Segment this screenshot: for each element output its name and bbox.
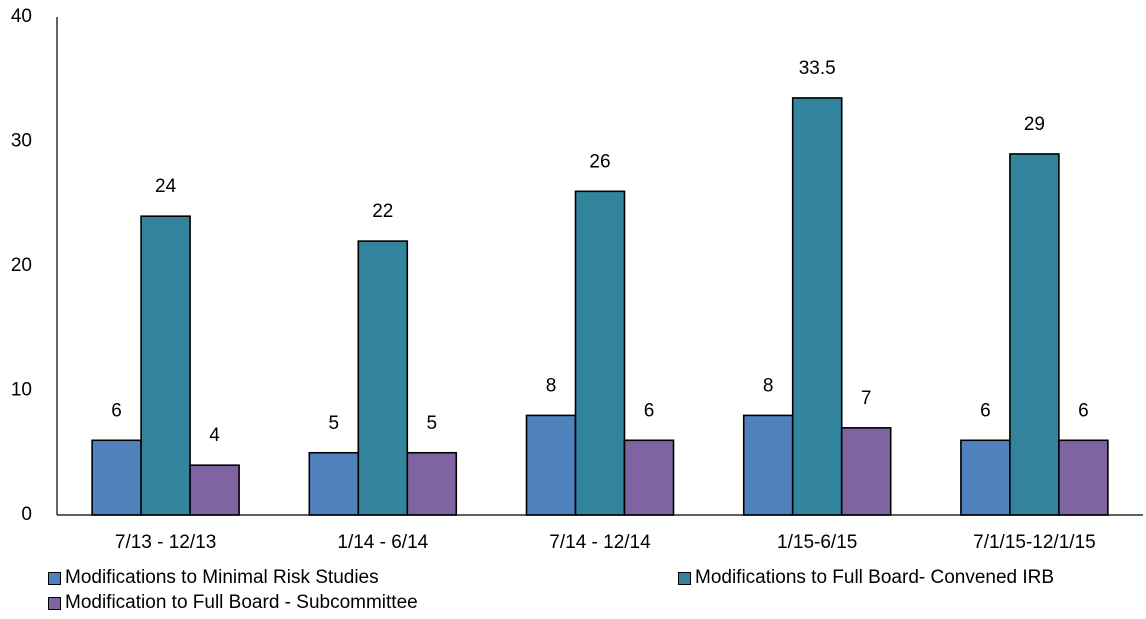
data-label-modification-to-full-board-subcommittee-7-13-12-13: 4 [209, 425, 220, 446]
data-label-modifications-to-minimal-risk-studies-1-15-6-15: 8 [763, 375, 774, 396]
data-labels-group: 6 24 4 5 22 5 8 26 6 8 33.5 7 6 29 6 [111, 58, 1088, 446]
data-label-modifications-to-full-board-convened-irb-7-1-15-12-1-15: 29 [1024, 114, 1045, 135]
data-label-modification-to-full-board-subcommittee-7-14-12-14: 6 [644, 400, 655, 421]
bar-modification-to-full-board-subcommittee-7-13-12-13 [189, 464, 240, 516]
bar-modifications-to-full-board-convened-irb-7-1-15-12-1-15 [1009, 153, 1060, 516]
legend: Modifications to Minimal Risk Studies Mo… [48, 567, 1138, 615]
data-label-modifications-to-minimal-risk-studies-7-13-12-13: 6 [111, 400, 122, 421]
x-tick-label-1-15-6-15: 1/15-6/15 [777, 532, 857, 553]
x-axis-tick-labels: 7/13 - 12/13 1/14 - 6/14 7/14 - 12/14 1/15-… [115, 532, 1096, 553]
bar-modification-to-full-board-subcommittee-1-15-6-15 [840, 427, 892, 516]
bar-modifications-to-minimal-risk-studies-7-1-15-12-1-15 [960, 439, 1011, 516]
bar-modification-to-full-board-subcommittee-1-14-6-14 [406, 451, 458, 516]
legend-swatch-convened-irb [678, 571, 691, 585]
bar-modifications-to-minimal-risk-studies-7-14-12-14 [525, 414, 577, 516]
data-label-modifications-to-minimal-risk-studies-1-14-6-14: 5 [329, 413, 340, 434]
legend-swatch-subcommittee [48, 596, 61, 610]
data-label-modifications-to-full-board-convened-irb-7-14-12-14: 26 [589, 151, 610, 172]
x-tick-label-7-14-12-14: 7/14 - 12/14 [549, 532, 651, 553]
bar-modifications-to-full-board-convened-irb-1-15-6-15 [791, 97, 843, 516]
data-label-modifications-to-full-board-convened-irb-1-14-6-14: 22 [372, 201, 393, 222]
y-tick-label-40: 40 [11, 6, 32, 27]
y-tick-label-20: 20 [11, 255, 32, 276]
x-tick-label-7-1-15-12-1-15: 7/1/15-12/1/15 [973, 532, 1096, 553]
bar-modifications-to-full-board-convened-irb-7-14-12-14 [574, 190, 626, 516]
legend-item-subcommittee: Modification to Full Board - Subcommitte… [48, 592, 418, 614]
legend-label-subcommittee: Modification to Full Board - Subcommitte… [65, 592, 418, 613]
bar-modifications-to-full-board-convened-irb-1-14-6-14 [357, 240, 409, 516]
bar-modifications-to-full-board-convened-irb-7-13-12-13 [140, 215, 191, 516]
bar-modifications-to-minimal-risk-studies-1-15-6-15 [742, 414, 794, 516]
bar-chart: 0 10 20 30 40 6 24 4 5 22 5 8 26 6 8 33.5 7 6 29 6 7/13 - … [11, 6, 1143, 553]
data-label-modification-to-full-board-subcommittee-1-14-6-14: 5 [427, 413, 438, 434]
y-tick-label-0: 0 [21, 504, 32, 525]
bar-modification-to-full-board-subcommittee-7-1-15-12-1-15 [1058, 439, 1109, 516]
x-tick-label-1-14-6-14: 1/14 - 6/14 [337, 532, 428, 553]
legend-label-minimal-risk: Modifications to Minimal Risk Studies [65, 567, 379, 588]
y-axis-tick-labels: 0 10 20 30 40 [11, 6, 32, 525]
legend-swatch-minimal-risk [48, 571, 61, 585]
bar-modification-to-full-board-subcommittee-7-14-12-14 [623, 439, 675, 516]
data-label-modifications-to-minimal-risk-studies-7-14-12-14: 8 [546, 375, 557, 396]
data-label-modifications-to-full-board-convened-irb-7-13-12-13: 24 [155, 176, 177, 197]
bar-series-group [91, 97, 1109, 516]
legend-item-minimal-risk: Modifications to Minimal Risk Studies [48, 567, 379, 589]
legend-item-convened-irb: Modifications to Full Board- Convened IR… [678, 567, 1054, 589]
bar-modifications-to-minimal-risk-studies-7-13-12-13 [91, 439, 142, 516]
data-label-modifications-to-full-board-convened-irb-1-15-6-15: 33.5 [799, 58, 836, 79]
data-label-modification-to-full-board-subcommittee-1-15-6-15: 7 [861, 388, 872, 409]
data-label-modification-to-full-board-subcommittee-7-1-15-12-1-15: 6 [1078, 400, 1089, 421]
y-tick-label-30: 30 [11, 131, 32, 152]
bar-modifications-to-minimal-risk-studies-1-14-6-14 [308, 451, 360, 516]
y-tick-label-10: 10 [11, 380, 32, 401]
legend-label-convened-irb: Modifications to Full Board- Convened IR… [695, 567, 1055, 588]
x-tick-label-7-13-12-13: 7/13 - 12/13 [115, 532, 216, 553]
data-label-modifications-to-minimal-risk-studies-7-1-15-12-1-15: 6 [980, 400, 991, 421]
